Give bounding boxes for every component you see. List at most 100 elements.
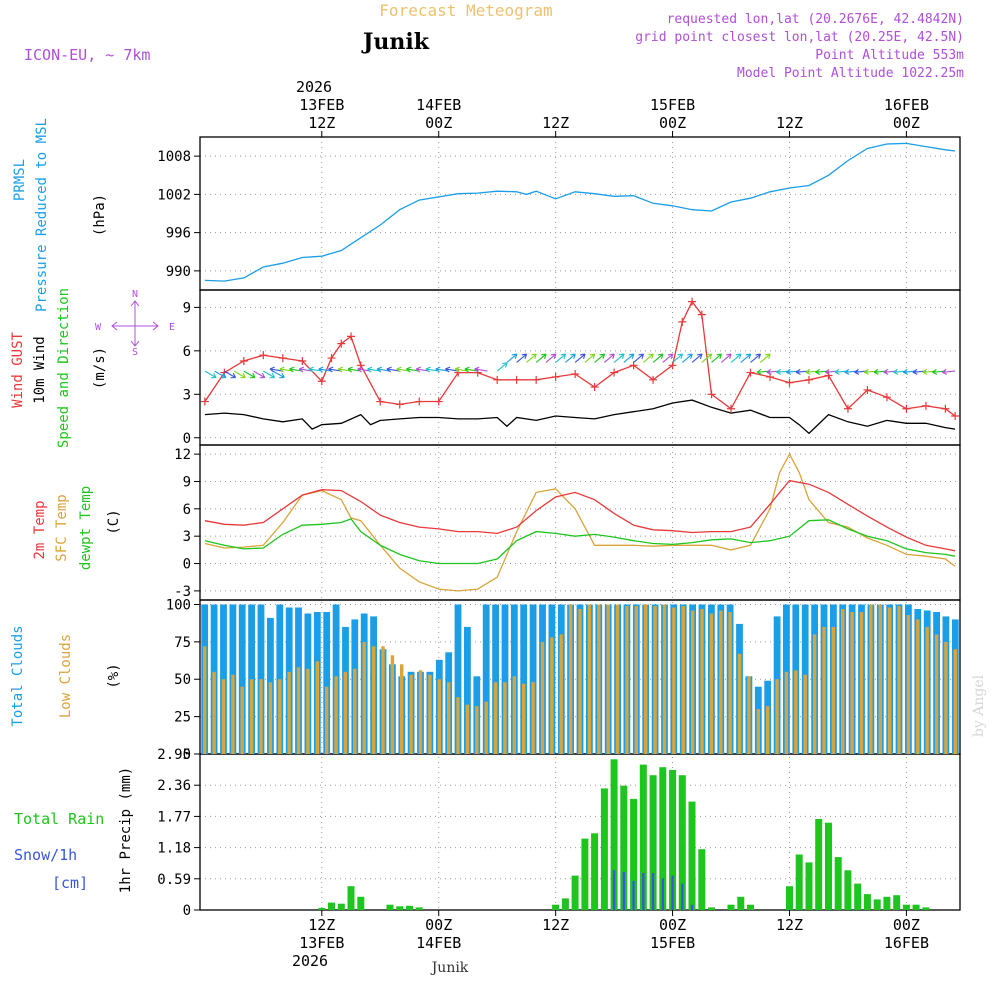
wind-gust-label: Wind GUST <box>10 332 26 408</box>
rain-bar <box>600 788 608 910</box>
pressure-ytick-label: 1008 <box>157 149 191 165</box>
rain-bar <box>630 798 638 910</box>
wind-gust-marker <box>493 375 502 384</box>
total-cloud-bar <box>501 604 509 754</box>
temp-2m-line <box>204 479 956 552</box>
bottom-hour-label: 00Z <box>659 916 686 934</box>
wind-gust-marker <box>551 372 560 381</box>
rain-bar <box>834 857 842 910</box>
wind-gust-marker <box>882 393 891 402</box>
wind-direction-arrow <box>279 366 293 373</box>
wind-direction-arrow <box>652 353 664 363</box>
wind-gust-marker <box>804 375 813 384</box>
top-year: 2026 <box>296 78 332 96</box>
snow-bar <box>622 871 625 910</box>
compass-e: E <box>169 322 175 333</box>
bottom-date-label: 13FEB <box>299 934 344 952</box>
rain-bar <box>795 854 803 910</box>
bottom-hour-label: 12Z <box>542 916 569 934</box>
pressure-label-prmsl: PRMSL <box>12 159 28 201</box>
rain-bar <box>815 819 823 910</box>
rain-bar <box>893 895 901 910</box>
wind-direction-arrow <box>308 366 322 373</box>
low-cloud-bar <box>766 706 770 754</box>
rain-bar <box>922 907 930 910</box>
wind-gust-marker <box>590 383 599 392</box>
compass-w: W <box>95 322 102 333</box>
wind-direction-arrow <box>535 353 547 363</box>
low-cloud-bar <box>662 604 667 754</box>
rain-bar <box>863 894 871 910</box>
wind-speed-dir-label: Speed and Direction <box>56 288 72 448</box>
temperature-ytick-label: 6 <box>183 502 191 518</box>
precip-labels: Total Rain Snow/1h [cm] 1hr Precip (mm) <box>14 767 134 893</box>
rain-bar <box>873 899 881 910</box>
wind-direction-arrow <box>740 353 752 363</box>
low-cloud-bar <box>625 606 629 754</box>
low-cloud-bar <box>409 674 413 754</box>
wind-gust-marker <box>239 356 248 365</box>
low-cloud-bar <box>447 682 451 754</box>
cloud-labels: Total Clouds Low Clouds (%) <box>10 625 122 726</box>
low-cloud-bar <box>240 686 244 754</box>
rain-bar <box>727 904 735 910</box>
bottom-hour-label: 00Z <box>425 916 452 934</box>
snow-bar <box>642 873 645 910</box>
wind-direction-arrow <box>474 366 488 373</box>
low-cloud-bar <box>906 615 911 754</box>
rain-bar <box>415 907 423 910</box>
wind-direction-arrow <box>396 366 410 373</box>
wind-gust-marker <box>746 368 755 377</box>
wind-gust-marker <box>649 375 658 384</box>
pressure-ytick-label: 996 <box>166 226 191 242</box>
low-cloud-bar <box>512 676 516 754</box>
low-cloud-bar <box>475 706 479 754</box>
low-cloud-bar <box>362 641 366 754</box>
low-cloud-bar <box>465 704 470 754</box>
wind-gust-marker <box>785 378 794 387</box>
wind-direction-arrow <box>318 366 332 373</box>
wind-gust-marker <box>512 375 521 384</box>
low-cloud-bar <box>869 604 873 754</box>
wind-ytick-label: 0 <box>183 431 191 447</box>
wind-direction-arrow <box>565 353 576 363</box>
rain-bar <box>883 896 891 910</box>
bottom-hour-label: 00Z <box>893 916 920 934</box>
top-hour-label: 00Z <box>893 114 920 132</box>
precip-snow-label: Snow/1h <box>14 846 77 864</box>
faint-title: Forecast Meteogram <box>379 1 552 20</box>
low-cloud-bar <box>531 682 535 754</box>
wind-direction-arrow <box>367 366 381 373</box>
low-cloud-bar <box>568 604 573 754</box>
wind-gust-marker <box>376 397 385 406</box>
low-cloud-bar <box>887 607 892 754</box>
total-cloud-bar <box>492 604 499 754</box>
wind-direction-arrow <box>204 370 217 379</box>
wind-direction-arrow <box>672 353 684 363</box>
rain-bar <box>902 904 910 910</box>
temperature-ytick-label: 12 <box>174 447 191 463</box>
low-cloud-bar <box>803 674 807 754</box>
low-cloud-bar <box>400 664 404 754</box>
wind-direction-arrow <box>516 353 528 363</box>
top-date-label: 15FEB <box>650 96 695 114</box>
low-cloud-bar <box>371 646 376 754</box>
pressure-units: (hPa) <box>92 194 108 236</box>
low-cloud-bar <box>343 671 348 754</box>
top-hour-label: 12Z <box>776 114 803 132</box>
wind-gust-marker <box>327 354 336 363</box>
low-cloud-bar <box>437 679 441 754</box>
wind-direction-arrow <box>445 366 459 373</box>
low-cloud-bar <box>315 661 319 754</box>
low-cloud-bar <box>831 626 835 754</box>
top-hour-label: 12Z <box>308 114 335 132</box>
pressure-ytick-label: 1002 <box>157 187 191 203</box>
total-cloud-bar <box>323 612 331 754</box>
snow-bar <box>651 873 655 910</box>
low-cloud-bar <box>944 641 948 754</box>
low-cloud-bar <box>522 683 526 754</box>
total-cloud-bar <box>482 604 490 754</box>
wind-direction-arrow <box>574 353 586 363</box>
low-cloud-bar <box>325 686 329 754</box>
info-model-altitude: Model Point Altitude 1022.25m <box>737 66 964 81</box>
